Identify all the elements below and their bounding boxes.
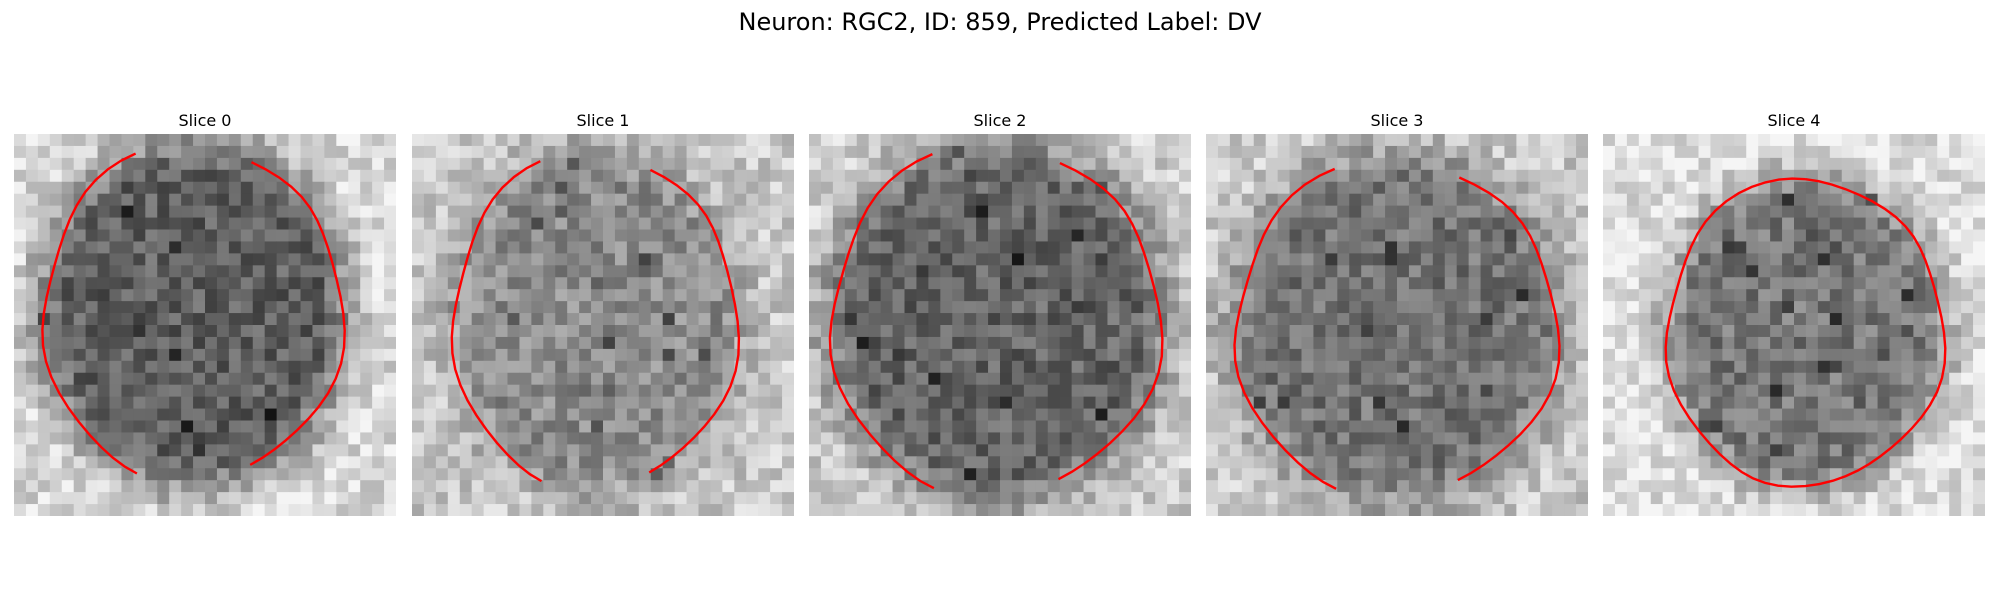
figure-title: Neuron: RGC2, ID: 859, Predicted Label: … (738, 8, 1262, 36)
segmentation-contour (450, 160, 543, 483)
slice-image (1603, 134, 1985, 516)
slice-image (809, 134, 1191, 516)
slice-image (412, 134, 794, 516)
slice-image (1206, 134, 1588, 516)
slice-panel-3: Slice 3 (1206, 110, 1588, 516)
slice-image (14, 134, 396, 516)
segmentation-contour (1057, 162, 1164, 481)
slice-title: Slice 2 (973, 111, 1027, 130)
slice-title: Slice 3 (1370, 111, 1424, 130)
segmentation-contour (1233, 167, 1337, 490)
segmentation-contour (828, 153, 935, 490)
slice-title: Slice 1 (576, 111, 630, 130)
segmentation-contour (648, 168, 741, 474)
segmentation-contour (1457, 176, 1561, 482)
slice-panel-2: Slice 2 (809, 110, 1191, 516)
slice-title: Slice 0 (178, 111, 232, 130)
segmentation-contour (41, 152, 138, 475)
slice-panel-1: Slice 1 (412, 110, 794, 516)
slice-panel-0: Slice 0 (14, 110, 396, 516)
segmentation-contour (1664, 177, 1947, 488)
segmentation-contour (249, 161, 346, 466)
slice-panel-4: Slice 4 (1603, 110, 1985, 516)
slice-title: Slice 4 (1767, 111, 1821, 130)
